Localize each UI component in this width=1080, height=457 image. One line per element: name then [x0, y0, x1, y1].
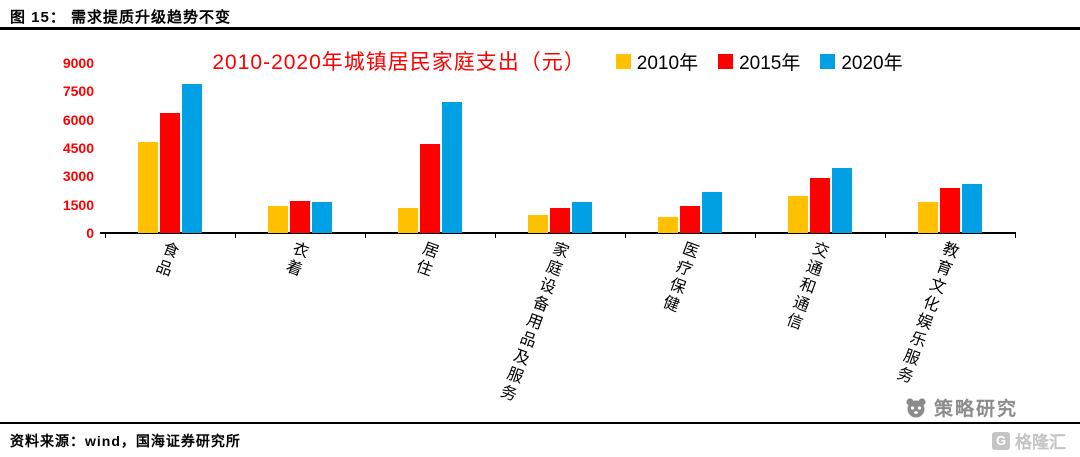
x-axis-tick	[365, 233, 366, 238]
bar-2020年-居住	[442, 102, 462, 233]
legend-item: 2010年	[615, 48, 699, 75]
x-axis-tick	[495, 233, 496, 238]
bar-2015年-家庭设备用品及服务	[550, 208, 570, 233]
legend-swatch	[820, 53, 836, 69]
chart-title: 2010-2020年城镇居民家庭支出（元）	[212, 51, 586, 74]
bar-2010年-食品	[138, 142, 158, 233]
legend-label: 2010年	[636, 52, 699, 74]
bar-2010年-教育文化娱乐服务	[918, 202, 938, 233]
bar-2010年-医疗保健	[658, 217, 678, 233]
legend-item: 2015年	[718, 48, 800, 75]
legend-label: 2015年	[739, 52, 801, 74]
gelonghui-watermark: G 格隆汇	[992, 428, 1066, 453]
bar-2020年-衣着	[312, 202, 332, 233]
brand-watermark-label: 策略研究	[933, 399, 1018, 420]
bar-2020年-医疗保健	[702, 192, 722, 233]
x-axis-tick	[235, 233, 236, 238]
bar-2020年-教育文化娱乐服务	[962, 184, 982, 233]
bar-2010年-家庭设备用品及服务	[528, 215, 548, 233]
legend-swatch	[615, 53, 631, 69]
y-axis-tick-label: 6000	[62, 111, 94, 128]
bar-2010年-衣着	[268, 206, 288, 233]
legend-item: 2020年	[820, 48, 903, 75]
gelonghui-logo-icon: G	[992, 431, 1010, 450]
bar-2010年-交通和通信	[788, 196, 808, 233]
header-divider	[0, 27, 1080, 30]
x-axis-tick	[625, 233, 626, 238]
bar-2020年-交通和通信	[832, 168, 852, 233]
bar-2015年-居住	[420, 144, 440, 233]
x-axis-category-label: 教育文化娱乐服务	[891, 238, 960, 387]
bar-2015年-教育文化娱乐服务	[940, 188, 960, 233]
y-axis-tick-label: 0	[86, 225, 94, 241]
y-axis-tick-label: 1500	[62, 196, 94, 213]
figure-title: 图 15： 需求提质升级趋势不变	[10, 9, 232, 26]
bar-2015年-医疗保健	[680, 206, 700, 233]
x-axis-category-label: 衣着	[280, 238, 310, 280]
x-axis-category-label: 家庭设备用品及服务	[494, 238, 570, 405]
x-axis-tick	[1015, 233, 1016, 238]
x-axis-category-label: 食品	[150, 238, 180, 280]
x-axis-category-label: 医疗保健	[657, 238, 700, 316]
x-axis-category-label: 居住	[410, 238, 440, 280]
chart-header: 2010-2020年城镇居民家庭支出（元） 2010年 2015年 2020年	[100, 46, 1015, 76]
y-axis-tick-label: 7500	[62, 83, 94, 100]
strategy-research-watermark: 策略研究	[904, 394, 1018, 421]
y-axis-tick-label: 4500	[62, 140, 94, 156]
x-axis-tick	[885, 233, 886, 238]
panda-logo-icon	[906, 397, 926, 417]
bar-2015年-食品	[160, 113, 180, 233]
x-axis-tick	[755, 233, 756, 238]
legend-label: 2020年	[841, 52, 903, 74]
bar-2020年-食品	[182, 84, 202, 233]
x-axis-tick	[105, 233, 106, 238]
bar-2015年-交通和通信	[810, 178, 830, 233]
bar-2015年-衣着	[290, 201, 310, 233]
y-axis-tick-label: 3000	[62, 168, 94, 185]
bar-2020年-家庭设备用品及服务	[572, 202, 592, 233]
footer-divider	[0, 422, 1080, 424]
source-note: 资料来源：wind，国海证券研究所	[10, 433, 241, 449]
y-axis-tick-label: 9000	[62, 55, 94, 71]
bar-2010年-居住	[398, 208, 418, 233]
legend-swatch	[718, 53, 734, 69]
chart-legend: 2010年 2015年 2020年	[615, 48, 903, 75]
x-axis-category-label: 交通和通信	[780, 238, 830, 334]
x-axis-line	[100, 232, 1016, 234]
gelonghui-watermark-label: 格隆汇	[1015, 433, 1066, 452]
